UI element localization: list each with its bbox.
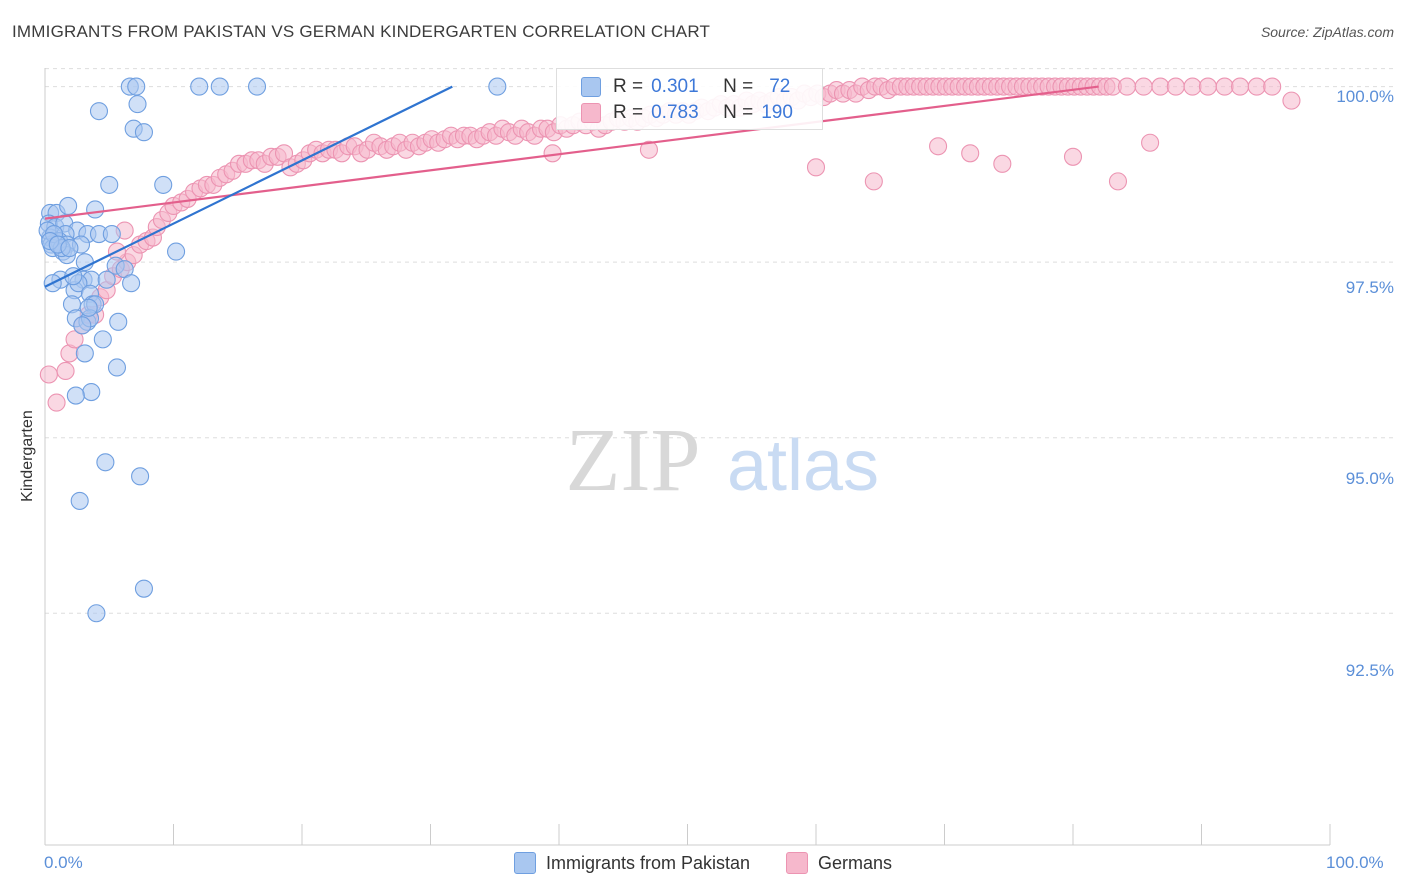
data-point: [1198, 77, 1217, 96]
y-tick-label-95: 95.0%: [1345, 469, 1394, 488]
legend-r-value: 0.783: [651, 102, 699, 123]
data-point: [1263, 77, 1282, 96]
data-point: [210, 77, 229, 96]
data-point: [961, 144, 980, 163]
data-point: [93, 330, 112, 349]
legend-n-value: 72: [769, 76, 791, 97]
data-point: [639, 140, 659, 159]
legend-r-label: R =: [613, 76, 644, 97]
y-tick-label-92-5: 92.5%: [1345, 661, 1394, 680]
legend-swatch-pink: [581, 103, 601, 123]
y-tick-label-100: 100.0%: [1336, 87, 1394, 106]
data-point: [39, 365, 58, 384]
data-point: [89, 102, 109, 121]
legend-item-pakistan[interactable]: Immigrants from Pakistan: [513, 852, 751, 874]
data-point: [1134, 77, 1153, 96]
data-point: [79, 298, 98, 317]
pakistan-points: [38, 77, 507, 623]
legend-r-value: 0.301: [651, 76, 699, 97]
legend-swatch-pink: [786, 852, 809, 874]
data-point: [1183, 77, 1202, 96]
data-point: [1117, 77, 1137, 96]
data-point: [929, 137, 948, 156]
data-point: [1141, 133, 1160, 152]
data-point: [154, 175, 173, 194]
data-point: [70, 491, 89, 510]
y-tick-label-97-5: 97.5%: [1345, 278, 1394, 297]
data-point: [190, 77, 209, 96]
correlation-legend: R = 0.301 N = 72 R = 0.783 N = 190: [556, 68, 823, 130]
data-point: [59, 196, 78, 216]
legend-swatch-blue: [513, 852, 536, 874]
data-point: [1063, 147, 1083, 166]
watermark: ZIP atlas: [566, 411, 880, 510]
data-point: [102, 224, 121, 244]
series-legend: Immigrants from Pakistan Germans: [0, 852, 1406, 874]
watermark-atlas: atlas: [727, 426, 879, 506]
data-point: [864, 172, 883, 191]
data-point: [47, 393, 66, 412]
data-point: [806, 158, 826, 177]
data-point: [167, 242, 186, 261]
legend-item-label: Germans: [818, 852, 893, 873]
data-point: [134, 579, 153, 598]
data-point: [75, 344, 94, 363]
data-point: [993, 154, 1012, 173]
legend-row-germans: R = 0.783 N = 190: [557, 100, 793, 126]
data-point: [1231, 77, 1250, 96]
data-point: [56, 361, 75, 381]
data-point: [86, 200, 105, 219]
data-point: [66, 386, 85, 405]
x-tick-label-max: 100.0%: [1326, 853, 1384, 872]
germans-trend-line: [44, 85, 1099, 220]
data-point: [1282, 91, 1301, 110]
chart-title: IMMIGRANTS FROM PAKISTAN VS GERMAN KINDE…: [12, 22, 711, 41]
legend-swatch-blue: [581, 77, 601, 97]
data-point: [1108, 172, 1128, 191]
data-point: [107, 358, 127, 377]
trend-lines: [44, 85, 1099, 288]
x-tick-label-min: 0.0%: [44, 853, 83, 872]
legend-row-pakistan: R = 0.301 N = 72: [557, 74, 790, 100]
data-point: [1151, 77, 1170, 96]
data-point: [1247, 77, 1266, 96]
data-point: [73, 316, 92, 335]
grid-lines: [45, 68, 1395, 614]
legend-item-label: Immigrants from Pakistan: [545, 852, 751, 873]
legend-n-label: N =: [723, 102, 754, 123]
data-point: [488, 77, 507, 96]
legend-n-label: N =: [723, 76, 754, 97]
data-point: [100, 175, 119, 194]
data-point: [122, 274, 141, 293]
watermark-zip: ZIP: [566, 411, 701, 510]
data-point: [127, 77, 146, 96]
data-point: [82, 383, 101, 402]
axes: [44, 68, 1331, 846]
data-point: [1215, 77, 1234, 96]
data-point: [247, 77, 267, 96]
data-point: [97, 270, 116, 289]
data-point: [87, 604, 106, 623]
data-point: [1166, 77, 1185, 96]
data-point: [65, 330, 84, 349]
legend-n-value: 190: [761, 102, 793, 123]
data-point: [96, 453, 115, 472]
legend-r-label: R =: [613, 102, 644, 123]
data-point: [109, 312, 128, 331]
data-point: [134, 123, 153, 142]
legend-item-germans[interactable]: Germans: [786, 852, 892, 874]
pakistan-trend-line: [44, 85, 453, 288]
source-credit: Source: ZipAtlas.com: [1260, 24, 1394, 40]
y-axis-label: Kindergarten: [19, 410, 36, 502]
data-point: [128, 95, 147, 114]
data-point: [131, 467, 150, 486]
data-point: [60, 239, 79, 258]
